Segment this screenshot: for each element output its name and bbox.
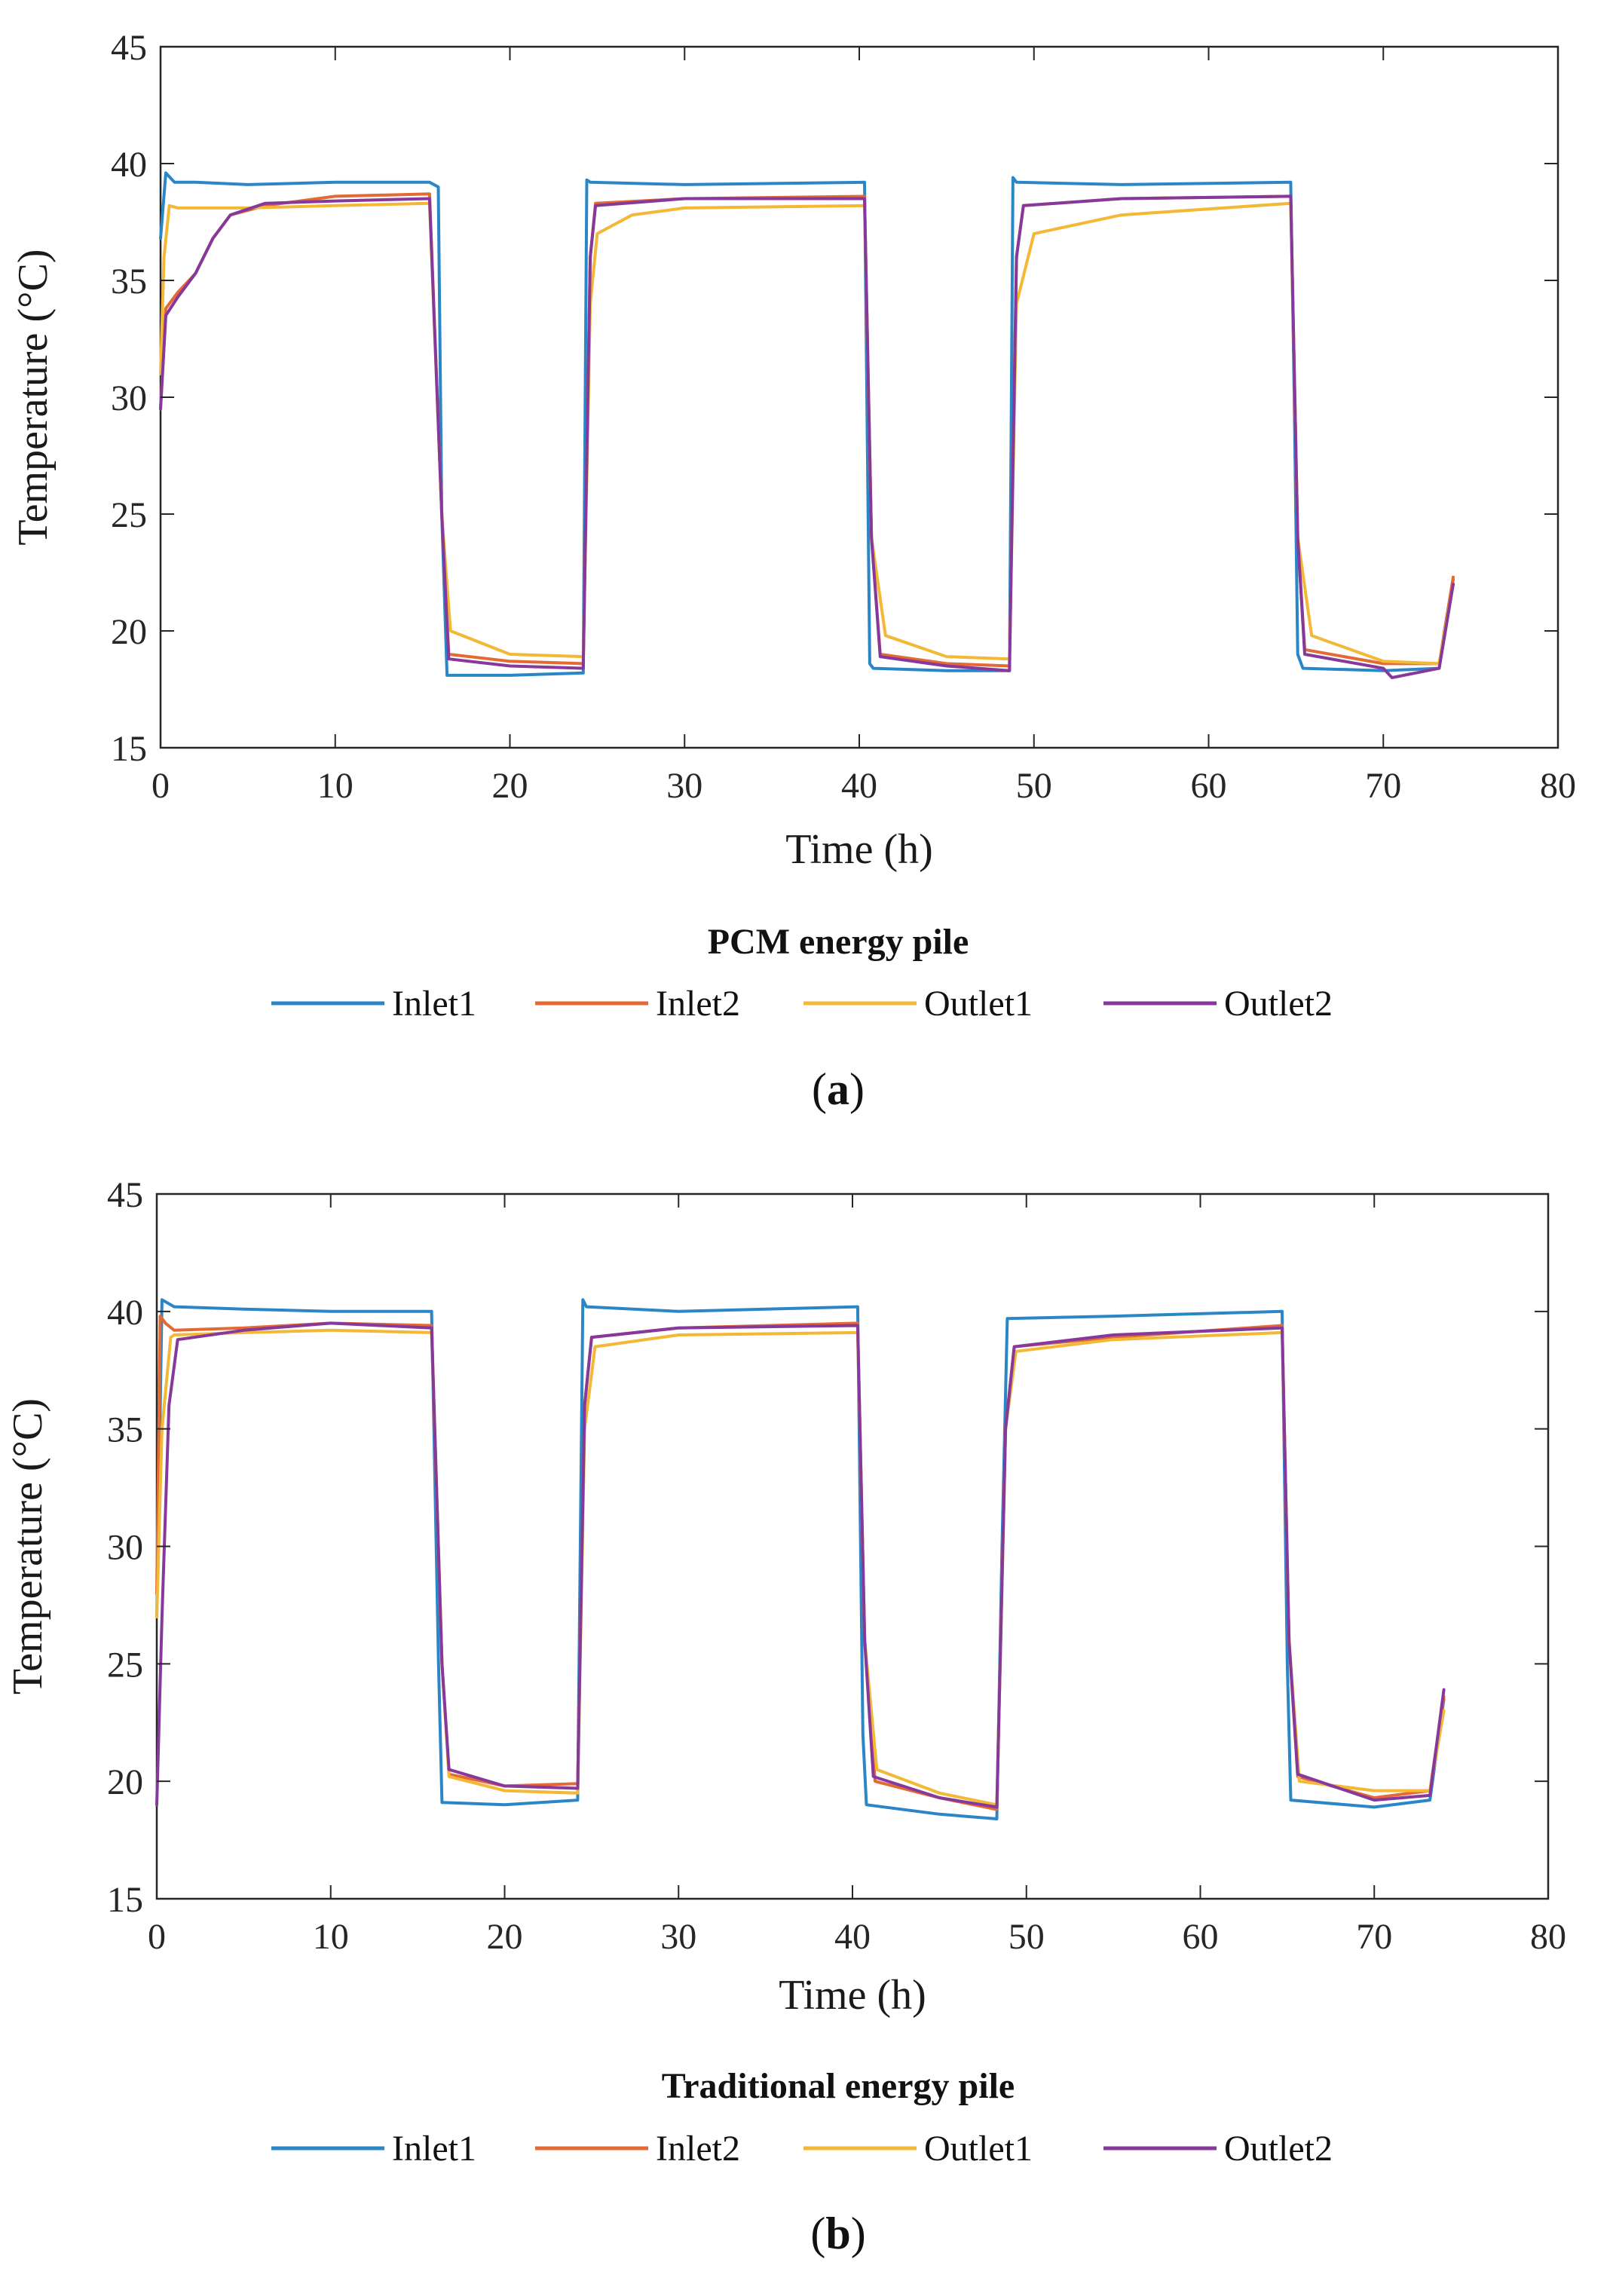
y-tick-label: 45 xyxy=(111,28,147,68)
series-line-outlet1 xyxy=(159,201,1455,666)
x-tick-label: 40 xyxy=(841,766,877,806)
chart-title: Traditional energy pile xyxy=(662,2066,1015,2106)
legend-item-outlet2: Outlet2 xyxy=(1103,2129,1333,2169)
y-tick-label: 15 xyxy=(107,1880,143,1920)
y-tick-label: 20 xyxy=(111,612,147,652)
legend-item-inlet2: Inlet2 xyxy=(535,2129,740,2169)
series-line-outlet2 xyxy=(155,1321,1446,1809)
x-tick-label: 20 xyxy=(487,1917,523,1957)
legend-item-outlet2: Outlet2 xyxy=(1103,984,1333,1024)
y-tick-label: 30 xyxy=(111,378,147,418)
legend-label: Outlet2 xyxy=(1224,2129,1333,2169)
x-tick-label: 30 xyxy=(666,766,702,806)
x-tick-label: 70 xyxy=(1356,1917,1392,1957)
y-tick-label: 35 xyxy=(107,1410,143,1450)
chart-panel-b: 0 10 20 30 40 50 60 70 80 15 20 25 30 35 40 45 Time (h) T… xyxy=(5,1175,1566,2258)
x-tick-label: 10 xyxy=(313,1917,349,1957)
panel-label-letter: a xyxy=(827,1064,849,1114)
panel-label: (a) xyxy=(812,1064,865,1114)
legend-item-inlet2: Inlet2 xyxy=(535,984,740,1024)
y-tick-label: 25 xyxy=(111,495,147,535)
x-tick-label: 0 xyxy=(152,766,170,806)
series-line-inlet2 xyxy=(159,192,1455,668)
x-tick-label: 60 xyxy=(1183,1917,1219,1957)
y-tick-label: 20 xyxy=(107,1762,143,1802)
legend-label: Outlet1 xyxy=(924,984,1033,1024)
y-tick-label: 25 xyxy=(107,1645,143,1685)
panel-label-close: ) xyxy=(851,2209,866,2258)
y-tick-label: 35 xyxy=(111,262,147,302)
x-tick-label: 20 xyxy=(492,766,528,806)
y-axis-label: Temperature (°C) xyxy=(10,249,57,545)
y-tick-label: 15 xyxy=(111,729,147,769)
x-axis-label: Time (h) xyxy=(785,826,933,873)
x-axis-label: Time (h) xyxy=(779,1972,926,2019)
x-tick-label: 30 xyxy=(660,1917,696,1957)
series-line-inlet1 xyxy=(159,171,1455,677)
x-tick-label: 40 xyxy=(834,1917,871,1957)
plot-area xyxy=(155,1192,1550,1900)
x-tick-label: 0 xyxy=(148,1917,166,1957)
x-tick-label: 80 xyxy=(1540,766,1576,806)
legend-item-outlet1: Outlet1 xyxy=(803,2129,1033,2169)
x-tick-label: 60 xyxy=(1191,766,1227,806)
legend-item-inlet1: Inlet1 xyxy=(271,984,476,1024)
series-line-inlet2 xyxy=(155,1315,1446,1811)
series-line-outlet1 xyxy=(155,1328,1446,1807)
panel-label-open: ( xyxy=(812,1064,827,1114)
panel-label-close: ) xyxy=(849,1064,865,1114)
legend-label: Inlet2 xyxy=(656,984,740,1024)
series-line-inlet1 xyxy=(155,1298,1446,1820)
legend-label: Inlet1 xyxy=(392,984,476,1024)
x-tick-label: 10 xyxy=(317,766,354,806)
plot-area xyxy=(159,45,1559,749)
legend-item-outlet1: Outlet1 xyxy=(803,984,1033,1024)
x-tick-label: 50 xyxy=(1016,766,1052,806)
y-tick-label: 40 xyxy=(111,145,147,185)
y-tick-label: 30 xyxy=(107,1528,143,1568)
legend-label: Outlet2 xyxy=(1224,984,1333,1024)
legend-label: Outlet1 xyxy=(924,2129,1033,2169)
legend-label: Inlet2 xyxy=(656,2129,740,2169)
legend-item-inlet1: Inlet1 xyxy=(271,2129,476,2169)
x-tick-label: 70 xyxy=(1365,766,1401,806)
x-tick-label: 80 xyxy=(1530,1917,1566,1957)
y-tick-label: 45 xyxy=(107,1175,143,1215)
panel-label: (b) xyxy=(810,2209,865,2258)
panel-label-letter: b xyxy=(825,2209,850,2258)
legend-label: Inlet1 xyxy=(392,2129,476,2169)
x-tick-label: 50 xyxy=(1009,1917,1045,1957)
y-tick-label: 40 xyxy=(107,1293,143,1333)
y-axis-label: Temperature (°C) xyxy=(5,1398,51,1694)
series-line-outlet2 xyxy=(159,194,1455,679)
chart-title: PCM energy pile xyxy=(708,922,969,962)
panel-label-open: ( xyxy=(810,2209,825,2258)
chart-panel-a: 0 10 20 30 40 50 60 70 80 15 20 25 30 35 40 45 Time (h) T… xyxy=(10,28,1576,1114)
